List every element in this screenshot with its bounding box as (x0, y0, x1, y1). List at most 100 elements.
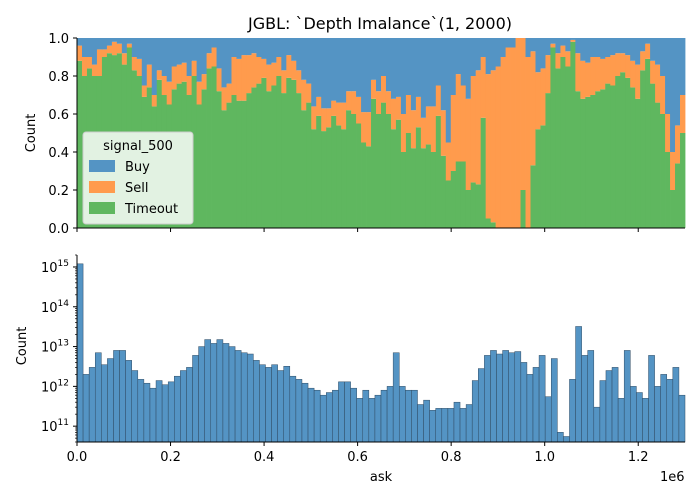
stacked-bar-timeout (425, 144, 432, 228)
stacked-bar-timeout (400, 152, 407, 228)
stacked-bar-sell (371, 79, 377, 99)
histogram-bar (186, 367, 193, 443)
stacked-bar-timeout (201, 89, 207, 228)
legend-swatch-sell (89, 181, 115, 193)
histogram-bar (386, 386, 394, 443)
stacked-bar-buy (376, 38, 382, 92)
stacked-bar-sell (630, 60, 636, 88)
stacked-bar-sell (475, 70, 482, 185)
stacked-bar-timeout (655, 102, 661, 228)
stacked-bar-timeout (640, 70, 646, 228)
stacked-bar-timeout (301, 110, 307, 228)
histogram-bar (465, 404, 473, 443)
legend-label-timeout: Timeout (124, 202, 178, 217)
stacked-bar-buy (311, 38, 317, 107)
stacked-bar-buy (186, 38, 193, 76)
histogram-bar (423, 399, 430, 443)
stacked-bar-sell (321, 108, 327, 132)
stacked-bar-buy (530, 38, 536, 52)
stacked-bar-sell (440, 110, 447, 156)
histogram-bar (228, 346, 236, 443)
stacked-bar-buy (86, 38, 93, 57)
histogram-bars (76, 263, 686, 443)
stacked-bar-buy (650, 38, 656, 61)
histogram-bar (198, 346, 205, 443)
top-y-axis-label: Count (24, 114, 39, 153)
stacked-bar-buy (236, 38, 242, 59)
histogram-bar (417, 404, 424, 443)
stacked-bar-sell (655, 64, 661, 103)
stacked-bar-buy (425, 38, 432, 107)
histogram-bar (502, 350, 509, 443)
stacked-bar-buy (625, 38, 631, 56)
stacked-bar-sell (136, 58, 143, 76)
stacked-bar-buy (585, 38, 591, 63)
stacked-bar-timeout (665, 152, 671, 228)
histogram-panel: 1011 1012 1013 1014 1015 0.0 0.2 0.4 0.6 0.8 1.0 1.… (15, 254, 686, 485)
stacked-bar-sell (331, 100, 337, 116)
stacked-bar-buy (665, 38, 671, 114)
stacked-bar-sell (361, 112, 367, 143)
histogram-bar (380, 389, 388, 443)
histogram-bar (484, 355, 491, 443)
stacked-bar-sell (545, 55, 551, 94)
stacked-bar-timeout (405, 133, 412, 228)
stacked-bar-buy (480, 38, 487, 57)
histogram-bar (192, 355, 199, 443)
bottom-y-tick-label: 1012 (41, 378, 69, 395)
stacked-bar-sell (301, 79, 307, 111)
histogram-bar (240, 352, 248, 443)
stacked-bar-sell (311, 106, 317, 130)
stacked-bar-timeout (575, 91, 581, 228)
stacked-bar-sell (490, 70, 497, 223)
x-offset-label: 1e6 (660, 470, 685, 485)
histogram-bar (392, 352, 400, 443)
stacked-bar-buy (141, 38, 148, 86)
stacked-bar-buy (420, 38, 427, 118)
stacked-bar-buy (341, 38, 347, 103)
stacked-bar-buy (301, 38, 307, 80)
stacked-bar-timeout (77, 60, 83, 228)
stacked-bar-buy (291, 38, 297, 61)
stacked-bar-sell (510, 47, 516, 228)
stacked-bar-buy (560, 38, 566, 46)
stacked-bar-sell (470, 76, 477, 183)
histogram-bar (107, 358, 114, 443)
histogram-bar (605, 370, 613, 443)
stacked-bar-buy (545, 38, 551, 56)
stacked-bar-sell (366, 112, 372, 147)
stacked-bar-buy (565, 38, 571, 52)
stacked-bar-sell (77, 45, 83, 61)
bottom-y-tick-label: 1015 (41, 259, 69, 276)
histogram-bar (119, 350, 126, 443)
stacked-bar-timeout (415, 127, 422, 228)
histogram-bar (599, 380, 607, 443)
bottom-x-tick-label: 1.2 (628, 450, 649, 465)
stacked-bar-timeout (276, 76, 282, 228)
stacked-bar-sell (276, 57, 282, 76)
stacked-bar-buy (206, 38, 212, 54)
stacked-bar-sell (640, 51, 646, 71)
stacked-bar-buy (361, 38, 367, 113)
stacked-bar-buy (121, 38, 128, 54)
stacked-bar-sell (121, 53, 128, 65)
stacked-bar-sell (645, 43, 651, 59)
stacked-bar-sell (405, 95, 412, 133)
stacked-bar-sell (246, 55, 252, 94)
stacked-bar-buy (475, 38, 482, 71)
legend-title: signal_500 (103, 139, 173, 154)
stacked-bar-buy (226, 38, 232, 84)
stacked-bar-sell (261, 58, 267, 78)
stacked-bar-sell (251, 53, 257, 88)
stacked-bar-sell (291, 60, 297, 80)
stacked-bar-timeout (530, 165, 536, 228)
stacked-bar-buy (620, 38, 626, 54)
stacked-bar-buy (201, 38, 207, 75)
stacked-bar-sell (156, 70, 163, 80)
histogram-bar (234, 350, 242, 443)
stacked-bar-sell (266, 64, 272, 92)
stacked-bar-sell (560, 45, 566, 57)
stacked-bar-sell (570, 39, 576, 42)
histogram-bar (338, 381, 345, 443)
bottom-axes: 1011 1012 1013 1014 1015 0.0 0.2 0.4 0.6 0.8 1.0 1.… (41, 254, 685, 465)
